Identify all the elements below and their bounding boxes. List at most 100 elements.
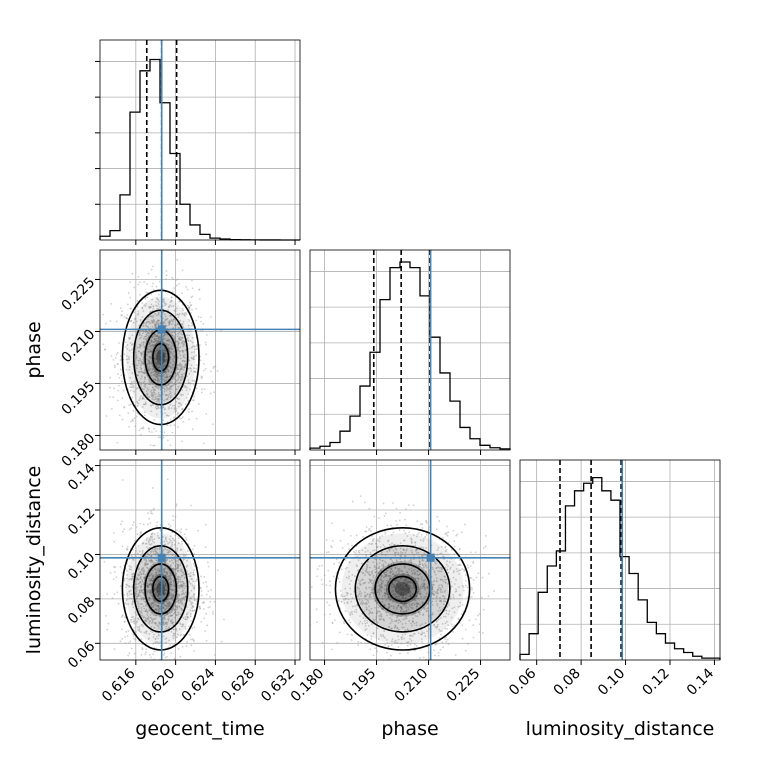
sample-point (187, 339, 190, 342)
sample-point (420, 533, 423, 536)
sample-point (180, 378, 182, 381)
sample-point (157, 606, 160, 609)
sample-point (185, 538, 188, 541)
sample-point (330, 545, 332, 548)
sample-point (164, 349, 167, 352)
sample-point (197, 529, 199, 532)
sample-point (155, 635, 158, 638)
sample-point (171, 377, 174, 380)
sample-point (158, 336, 161, 339)
sample-point (175, 388, 177, 391)
sample-point (153, 392, 156, 394)
sample-point (187, 379, 190, 382)
sample-point (444, 545, 447, 548)
sample-point (177, 378, 180, 381)
sample-point (166, 558, 169, 561)
sample-point (153, 361, 156, 363)
sample-point (193, 585, 196, 588)
sample-point (204, 630, 206, 632)
sample-point (472, 624, 475, 627)
sample-point (172, 360, 175, 363)
sample-point (172, 562, 175, 564)
sample-point (148, 368, 151, 371)
sample-point (119, 359, 122, 362)
sample-point (151, 395, 153, 398)
sample-point (135, 549, 137, 552)
sample-point (144, 335, 147, 338)
sample-point (144, 555, 147, 558)
sample-point (123, 406, 126, 409)
sample-point (181, 407, 184, 410)
sample-point (164, 408, 166, 411)
sample-point (152, 598, 155, 600)
sample-point (188, 408, 190, 410)
sample-point (159, 359, 162, 362)
sample-point (340, 600, 343, 603)
sample-point (131, 524, 134, 526)
sample-point (126, 548, 128, 551)
sample-point (162, 342, 165, 344)
sample-point (128, 585, 131, 588)
sample-point (155, 327, 158, 329)
sample-point (153, 340, 155, 343)
sample-point (174, 410, 177, 413)
sample-point (182, 359, 185, 362)
sample-point (188, 634, 191, 636)
sample-point (174, 567, 177, 570)
sample-point (155, 334, 158, 337)
sample-point (157, 382, 159, 384)
sample-point (168, 600, 171, 603)
sample-point (384, 643, 386, 646)
sample-point (130, 527, 133, 530)
sample-point (190, 370, 192, 372)
sample-point (162, 317, 164, 320)
sample-point (153, 388, 156, 391)
sample-point (355, 550, 358, 552)
sample-point (202, 601, 205, 603)
sample-point (180, 338, 183, 341)
sample-point (182, 343, 185, 345)
sample-point (149, 583, 151, 586)
sample-point (154, 326, 156, 329)
sample-point (143, 368, 146, 371)
sample-point (145, 333, 148, 336)
sample-point (139, 532, 142, 535)
sample-point (171, 589, 173, 592)
sample-point (175, 627, 178, 630)
sample-point (184, 312, 186, 314)
sample-point (156, 587, 159, 589)
sample-point (109, 386, 111, 389)
sample-point (426, 522, 428, 524)
sample-point (436, 515, 439, 518)
sample-point (157, 320, 160, 322)
sample-point (210, 316, 212, 318)
sample-point (185, 397, 188, 399)
sample-point (156, 534, 159, 537)
sample-point (166, 655, 168, 658)
sample-point (170, 299, 173, 302)
sample-point (193, 544, 196, 547)
sample-point (112, 578, 115, 581)
sample-point (458, 547, 461, 550)
sample-point (340, 568, 343, 571)
sample-point (169, 644, 172, 646)
sample-point (155, 588, 158, 591)
sample-point (175, 409, 178, 412)
sample-point (150, 533, 153, 536)
sample-point (184, 385, 187, 388)
sample-point (482, 547, 485, 549)
sample-point (185, 528, 188, 531)
sample-point (142, 363, 145, 366)
sample-point (130, 420, 133, 423)
sample-point (150, 594, 153, 596)
sample-point (121, 310, 123, 312)
sample-point (178, 312, 181, 315)
sample-point (165, 318, 168, 321)
sample-point (125, 355, 128, 357)
sample-point (177, 374, 180, 376)
sample-point (172, 593, 175, 596)
sample-point (132, 420, 134, 422)
sample-point (206, 561, 209, 564)
sample-point (176, 313, 179, 316)
sample-point (145, 651, 147, 654)
